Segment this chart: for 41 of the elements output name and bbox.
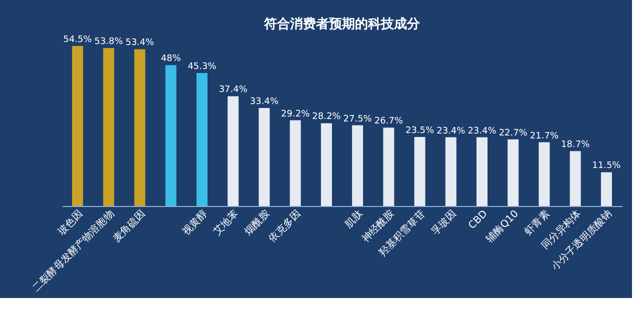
data-label: 22.7% [498,128,528,138]
bar [445,137,456,206]
bar [290,120,301,206]
bar [414,137,426,206]
chart-title: 符合消费者预期的科技成分 [263,16,421,32]
bar [383,128,394,206]
bar [228,96,239,206]
bar [352,125,364,206]
data-label: 18.7% [561,140,590,150]
data-label: 28.2% [312,112,342,122]
bar [165,65,176,206]
data-label: 26.7% [374,116,404,127]
bar [600,172,612,206]
data-label: 23.4% [436,126,466,136]
bar [320,123,332,206]
data-label: 53.4% [125,38,155,48]
data-label: 37.4% [218,85,248,96]
x-tick-label: 孚玻因 [428,208,459,238]
bar [103,48,114,206]
data-label: 33.4% [250,96,279,107]
bar [134,49,146,206]
data-label: 53.8% [94,37,124,48]
bar [196,73,208,206]
data-label: 11.5% [592,161,622,172]
data-label: 21.7% [530,131,559,142]
data-label: 48% [160,54,182,64]
bar [508,139,519,206]
bar [258,108,270,206]
data-label: 29.2% [281,109,310,120]
data-label: 27.5% [343,114,372,124]
data-label: 23.5% [405,126,435,136]
data-label: 54.5% [63,35,92,45]
bar [476,137,488,206]
bar [538,142,550,206]
data-label: 45.3% [188,62,217,72]
data-label: 23.4% [468,126,497,136]
bar [570,151,581,206]
x-tick-label: 肌肽 [342,208,366,230]
bar [72,46,84,206]
x-tick-label: 艾地苯 [211,208,241,238]
x-tick-label: 视黄醇 [180,208,210,238]
